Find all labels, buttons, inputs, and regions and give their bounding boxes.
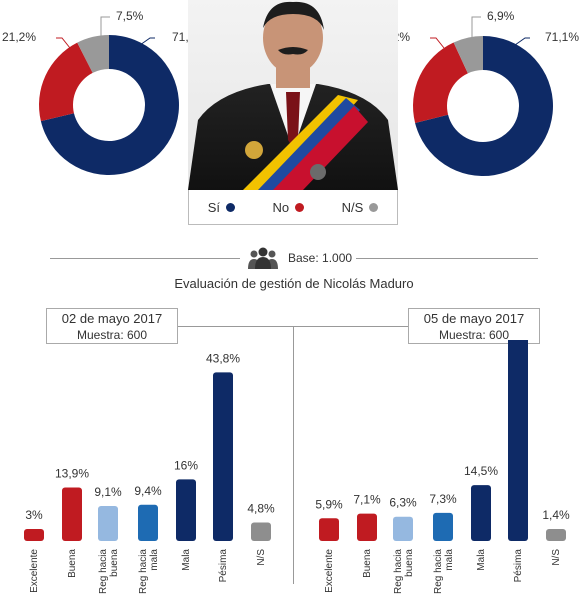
donut-2-leader-3 bbox=[471, 16, 481, 38]
bar-2-3-category: Reg haciabuena bbox=[393, 549, 415, 594]
bar-1-7-category: N/S bbox=[256, 549, 267, 566]
base-label-text: Base: 1.000 bbox=[288, 251, 353, 265]
left-box-connector bbox=[178, 326, 293, 327]
donut-2-leader-2 bbox=[430, 37, 445, 49]
bar-2-4 bbox=[433, 512, 453, 541]
bar-2-3-value: 6,3% bbox=[389, 496, 417, 510]
donut-1-slice-1 bbox=[40, 35, 179, 175]
left-sample: Muestra: 600 bbox=[76, 328, 148, 342]
bar-1-1-value: 3% bbox=[25, 508, 43, 522]
donut-1-leader-2 bbox=[56, 37, 71, 49]
donut-2-slice-2 bbox=[413, 42, 468, 123]
donut-1-slice-2 bbox=[39, 42, 93, 122]
portrait-illustration bbox=[188, 1, 398, 190]
donut-2-label-1: 71,1% bbox=[545, 30, 579, 44]
bar-2-4-value: 7,3% bbox=[429, 492, 457, 506]
legend-ns-dot bbox=[369, 202, 379, 212]
bar-1-3-value: 9,1% bbox=[94, 485, 122, 499]
donut-1-label-2: 21,2% bbox=[2, 30, 36, 44]
bar-2-1-category: Excelente bbox=[324, 549, 335, 593]
legend-no-label: No bbox=[272, 199, 290, 215]
people-icon bbox=[248, 247, 278, 269]
bar-2-1 bbox=[319, 518, 339, 541]
bar-2-6-category: Pésima bbox=[513, 549, 524, 583]
donut-2-leader-1 bbox=[514, 37, 530, 46]
right-box-connector bbox=[293, 326, 408, 327]
bar-2-7-value: 1,4% bbox=[542, 508, 570, 522]
bar-2-7-category: N/S bbox=[551, 549, 562, 566]
bar-1-2-category: Buena bbox=[67, 549, 78, 578]
bar-1-4 bbox=[138, 504, 158, 541]
left-date-box: 02 de mayo 2017 Muestra: 600 bbox=[46, 308, 178, 344]
bar-2-6 bbox=[508, 340, 528, 541]
bar-2-3 bbox=[393, 516, 413, 541]
bar-2-5-category: Mala bbox=[476, 549, 487, 571]
right-date: 05 de mayo 2017 bbox=[423, 311, 525, 326]
bar-1-4-category: Reg haciamala bbox=[138, 549, 160, 594]
right-date-box: 05 de mayo 2017 Muestra: 600 bbox=[408, 308, 540, 344]
bar-2-2 bbox=[357, 513, 377, 541]
right-sample: Muestra: 600 bbox=[438, 328, 510, 342]
bar-1-6-value: 43,8% bbox=[206, 351, 240, 365]
pie-legend: Sí No N/S bbox=[188, 190, 398, 225]
bar-1-1 bbox=[24, 529, 44, 541]
legend-ns: N/S bbox=[342, 200, 379, 215]
bar-1-2 bbox=[62, 487, 82, 541]
legend-si-dot bbox=[226, 202, 236, 212]
bar-charts: 3% Excelente 13,9% Buena 9,1% Reg haciabuena 9… bbox=[24, 340, 570, 594]
donut-2-slice-1 bbox=[415, 36, 553, 176]
donut-1-slice-3 bbox=[77, 35, 109, 73]
bar-1-2-value: 13,9% bbox=[55, 466, 89, 480]
base-divider-left bbox=[50, 258, 240, 259]
bar-2-2-value: 7,1% bbox=[353, 493, 381, 507]
donut-1-label-3: 7,5% bbox=[116, 9, 144, 23]
bar-2-4-category: Reg haciamala bbox=[433, 549, 455, 594]
bar-1-7 bbox=[251, 522, 271, 541]
bar-1-5 bbox=[176, 479, 196, 541]
bar-1-5-value: 16% bbox=[174, 458, 198, 472]
bar-2-7 bbox=[546, 529, 566, 541]
bar-1-3-category: Reg haciabuena bbox=[98, 549, 120, 594]
bar-1-6-category: Pésima bbox=[218, 549, 229, 583]
bar-1-7-value: 4,8% bbox=[247, 502, 275, 516]
donut-1-leader-1 bbox=[139, 37, 155, 46]
bar-2-1-value: 5,9% bbox=[315, 497, 343, 511]
legend-no: No bbox=[273, 200, 305, 215]
donut-2-slice-3 bbox=[453, 36, 483, 74]
bar-1-4-value: 9,4% bbox=[134, 484, 162, 498]
legend-ns-label: N/S bbox=[341, 199, 364, 215]
donut-2-label-3: 6,9% bbox=[487, 9, 515, 23]
base-label: Base: 1.000 bbox=[240, 246, 357, 270]
bar-2-5 bbox=[471, 485, 491, 541]
legend-si: Sí bbox=[207, 199, 236, 215]
donut-1-leader-3 bbox=[100, 16, 110, 38]
center-divider bbox=[293, 326, 294, 584]
section-title: Evaluación de gestión de Nicolás Maduro bbox=[174, 276, 414, 291]
bar-1-3 bbox=[98, 505, 118, 541]
base-divider-right bbox=[350, 258, 538, 259]
president-photo bbox=[188, 0, 398, 190]
bar-1-5-category: Mala bbox=[181, 549, 192, 571]
bar-2-2-category: Buena bbox=[362, 549, 373, 578]
bar-1-6 bbox=[213, 372, 233, 541]
legend-si-label: Sí bbox=[207, 199, 221, 215]
legend-no-dot bbox=[295, 202, 305, 212]
left-date: 02 de mayo 2017 bbox=[61, 311, 163, 326]
bar-2-5-value: 14,5% bbox=[464, 464, 498, 478]
bar-1-1-category: Excelente bbox=[29, 549, 40, 593]
